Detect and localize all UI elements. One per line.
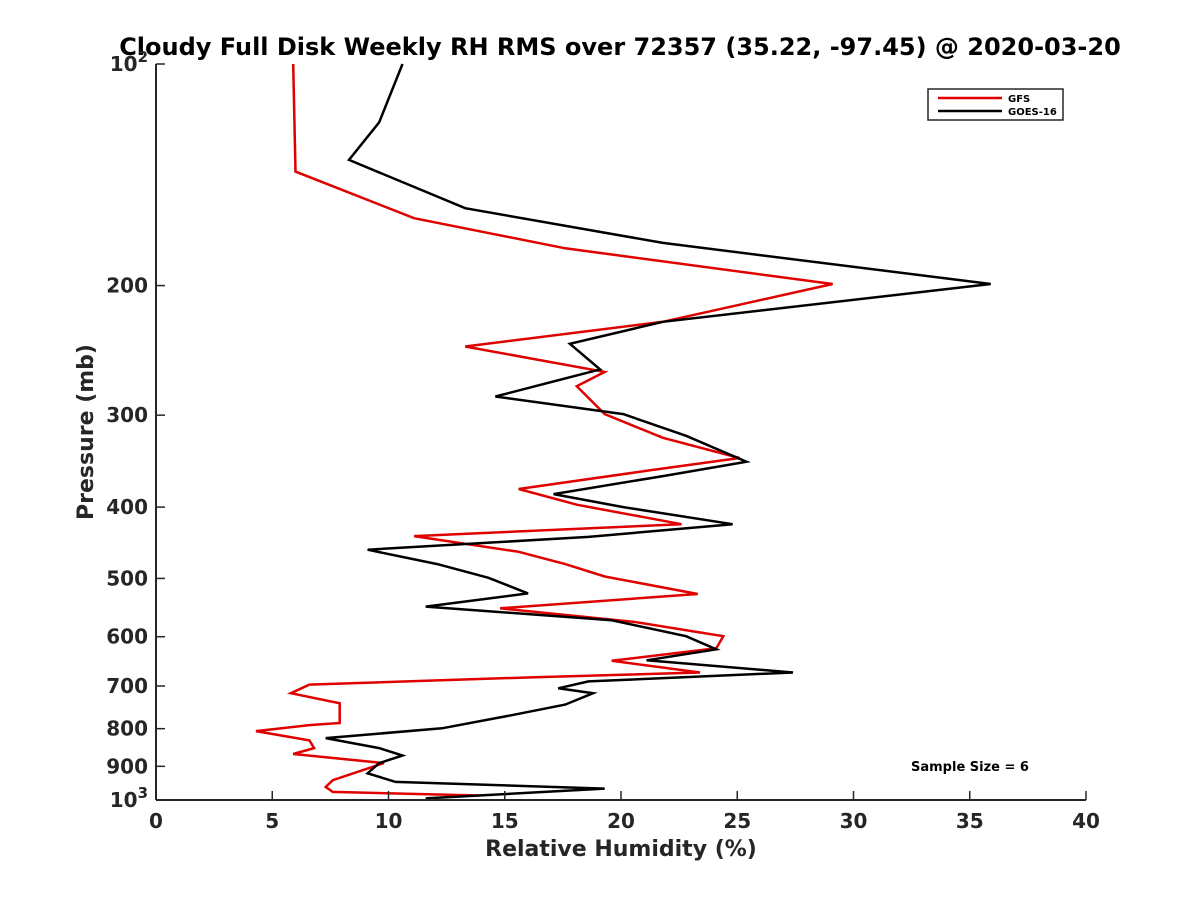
- y-tick-label: 800: [106, 717, 148, 741]
- series-layer: [255, 63, 991, 800]
- legend: GFS GOES-16: [927, 88, 1064, 121]
- y-tick-label: 300: [106, 403, 148, 427]
- axes-layer: [155, 64, 1086, 801]
- legend-label-gfs: GFS: [1008, 94, 1030, 105]
- x-tick-label: 40: [1072, 809, 1100, 833]
- series-line-goes-16: [325, 63, 991, 800]
- x-ticks: 0 5 10 15 20 25 30 35 40: [149, 791, 1100, 833]
- x-tick-label: 15: [491, 809, 519, 833]
- y-tick-label: 103: [110, 784, 148, 812]
- y-tick-label: 700: [106, 674, 148, 698]
- x-tick-label: 30: [840, 809, 868, 833]
- x-tick-label: 35: [956, 809, 984, 833]
- y-tick-label: 600: [106, 625, 148, 649]
- y-tick-label: 900: [106, 754, 148, 778]
- series-line-gfs: [255, 63, 833, 797]
- y-tick-label: 200: [106, 274, 148, 298]
- y-axis-label: Pressure (mb): [74, 344, 99, 520]
- y-tick-label: 500: [106, 566, 148, 590]
- x-tick-label: 20: [607, 809, 635, 833]
- sample-size-annotation: Sample Size = 6: [911, 760, 1029, 775]
- x-tick-label: 25: [723, 809, 751, 833]
- legend-box: [927, 88, 1064, 121]
- chart-title: Cloudy Full Disk Weekly RH RMS over 7235…: [119, 33, 1121, 61]
- y-tick-label: 400: [106, 495, 148, 519]
- legend-label-goes16: GOES-16: [1008, 107, 1057, 118]
- x-axis-label: Relative Humidity (%): [485, 837, 757, 862]
- x-tick-label: 5: [265, 809, 279, 833]
- y-tick-label: 102: [110, 48, 148, 76]
- x-tick-label: 0: [149, 809, 163, 833]
- x-tick-label: 10: [375, 809, 403, 833]
- y-ticks: 102 200 300 400 500 600 700 800 900 103: [106, 48, 165, 812]
